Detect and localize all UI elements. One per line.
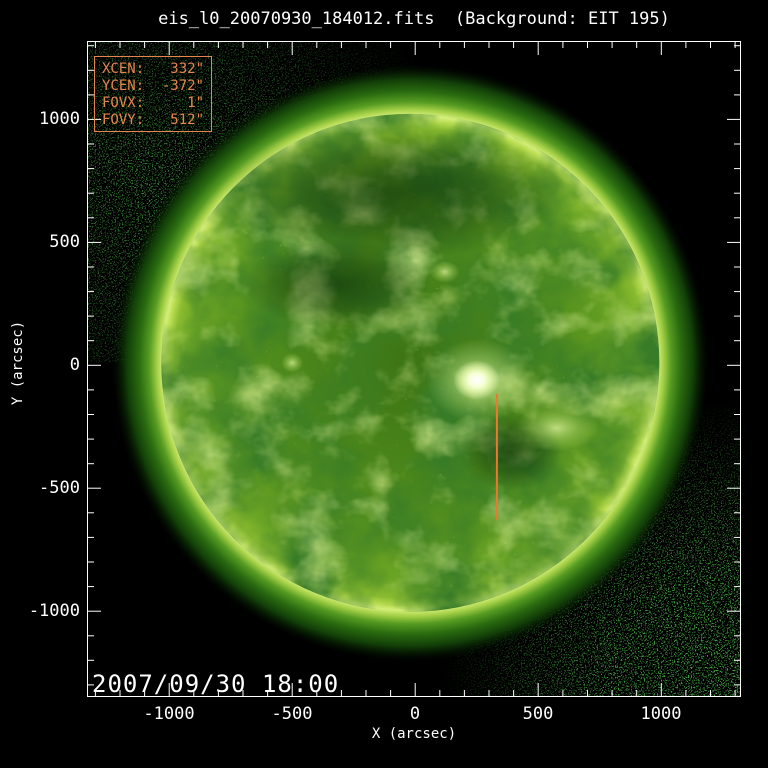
sun-image — [88, 42, 740, 696]
x-tick-label: 500 — [522, 704, 554, 724]
y-tick-label: 500 — [49, 232, 80, 252]
annotation-row-ycen: YCEN: -372" — [102, 78, 204, 94]
ycen-label: YCEN: — [102, 78, 145, 94]
y-tick-label: -1000 — [28, 601, 80, 621]
y-tick-label: -500 — [39, 478, 80, 498]
fovy-label: FOVY: — [102, 112, 145, 128]
x-tick-label: -500 — [271, 704, 313, 724]
ycen-value: -372" — [161, 78, 204, 94]
solar-features — [223, 126, 599, 491]
fov-annotation-box: XCEN: 332" YCEN: -372" FOVX: 1" FOVY: 51… — [94, 56, 212, 132]
y-axis-title: Y (arcsec) — [10, 320, 26, 406]
xcen-value: 332" — [170, 61, 204, 77]
timestamp-label: 2007/09/30 18:00 — [92, 670, 340, 698]
plot-title: eis_l0_20070930_184012.fits (Background:… — [158, 9, 670, 29]
axis-ticks — [88, 42, 740, 696]
annotation-row-fovx: FOVX: 1" — [102, 95, 204, 111]
fovx-value: 1" — [187, 95, 204, 111]
x-tick-label: 1000 — [640, 704, 682, 724]
fovx-label: FOVX: — [102, 95, 145, 111]
x-tick-label: -1000 — [143, 704, 195, 724]
fovy-value: 512" — [170, 112, 204, 128]
sun-feature-core — [453, 360, 501, 400]
y-tick-label: 1000 — [39, 109, 80, 129]
sun-feature-dark — [223, 126, 568, 260]
sun-feature-bright — [281, 353, 304, 373]
sun-feature-bright — [514, 404, 599, 452]
xcen-label: XCEN: — [102, 61, 145, 77]
x-axis-title: X (arcsec) — [371, 726, 457, 742]
annotation-row-fovy: FOVY: 512" — [102, 112, 204, 128]
plot-area: XCEN: 332" YCEN: -372" FOVX: 1" FOVY: 51… — [87, 41, 741, 697]
annotation-row-xcen: XCEN: 332" — [102, 61, 204, 77]
x-tick-label: 0 — [409, 704, 421, 724]
sun-feature-bright — [430, 260, 460, 283]
sun-feature-dark — [243, 239, 430, 329]
